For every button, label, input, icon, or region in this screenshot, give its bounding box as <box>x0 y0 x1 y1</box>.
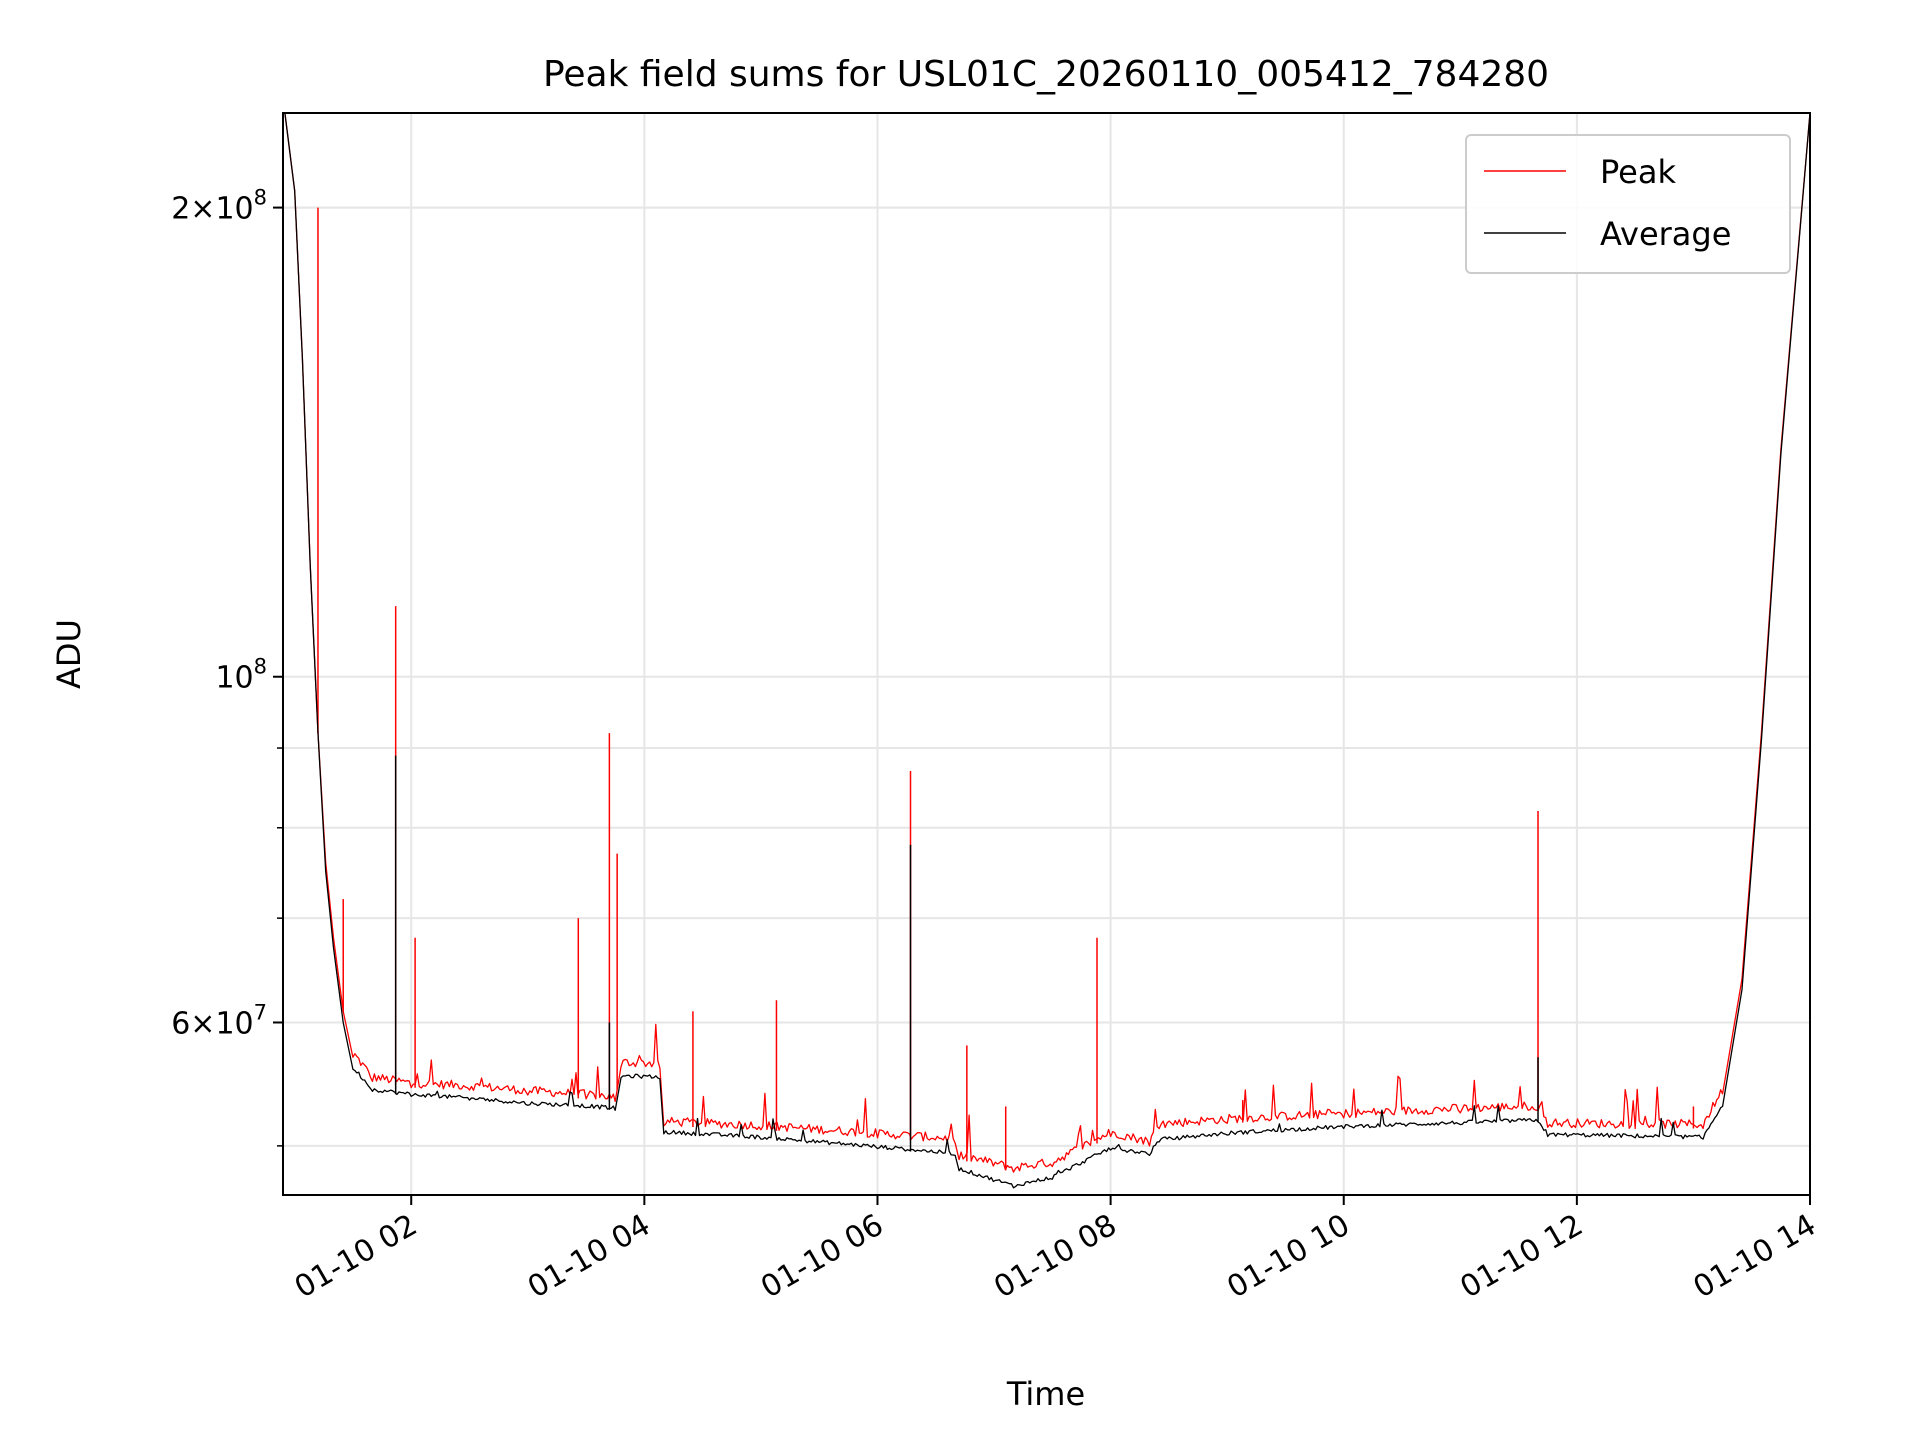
y-axis-label: ADU <box>50 619 88 689</box>
chart-title: Peak field sums for USL01C_20260110_0054… <box>543 54 1549 95</box>
y-tick-label: 6×107 <box>171 1000 267 1041</box>
y-axis-ticks: 2×108 108 6×107 <box>171 186 283 1147</box>
legend-box <box>1465 134 1791 274</box>
y-tick-label: 108 <box>215 655 267 696</box>
y-tick-label: 2×108 <box>171 186 267 227</box>
x-axis-label: Time <box>1006 1375 1085 1413</box>
series-layer <box>284 113 1810 1189</box>
legend-label-peak: Peak <box>1600 153 1676 191</box>
series-average <box>284 113 1810 1189</box>
series-line-average <box>284 113 1810 1189</box>
legend: Peak Average <box>1465 134 1791 274</box>
series-line-peak <box>284 113 1810 1173</box>
legend-label-average: Average <box>1600 215 1731 253</box>
grid <box>283 113 1811 1195</box>
plot-frame <box>282 112 1811 1196</box>
